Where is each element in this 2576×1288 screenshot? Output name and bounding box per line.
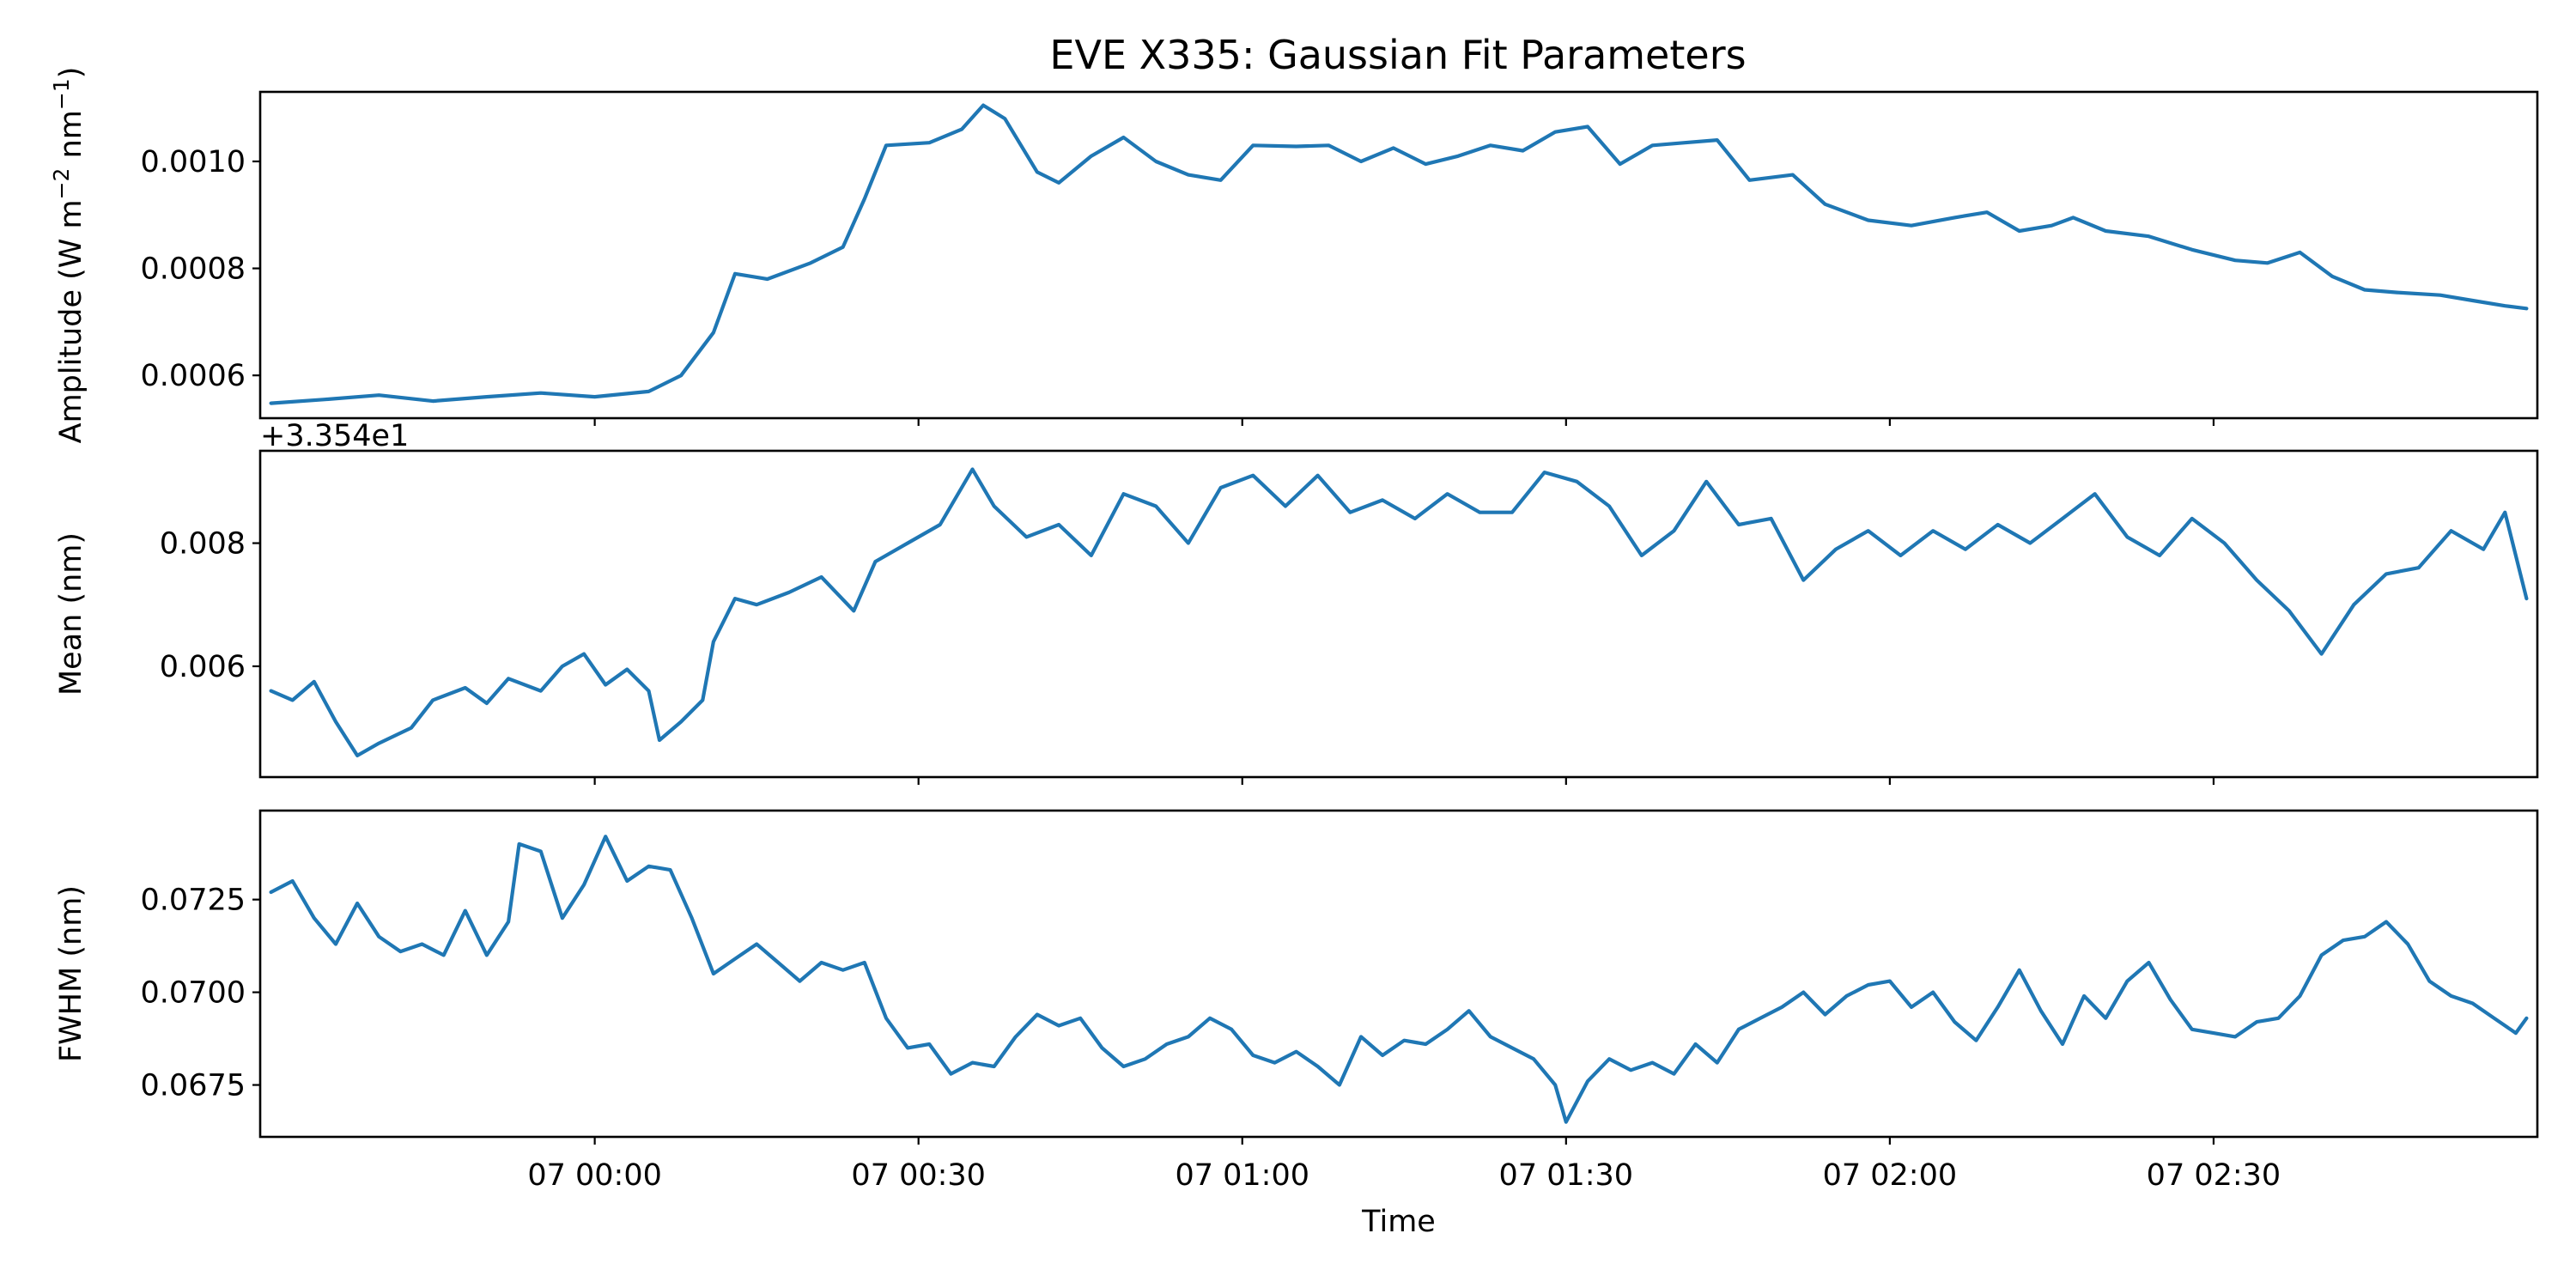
series-line — [269, 103, 2529, 405]
y-offset-text: +3.354e1 — [260, 419, 409, 453]
y-tick-label: 0.0006 — [141, 359, 246, 393]
x-tick-label: 07 00:00 — [527, 1158, 662, 1193]
series-line — [269, 835, 2529, 1124]
fwhm-panel: 0.0675 0.0700 0.0725 07 00:00 07 00:30 07 01:… — [54, 809, 2539, 1239]
x-tick-label: 07 02:30 — [2147, 1158, 2281, 1193]
y-axis-label: Mean (nm) — [54, 532, 88, 696]
plot-frame — [258, 809, 2539, 1139]
mean-panel: 0.006 0.008 Mean (nm) +3.354e1 — [54, 419, 2539, 785]
y-tick-label: 0.0725 — [141, 884, 246, 918]
y-tick-label: 0.0008 — [141, 252, 246, 287]
y-axis-label: FWHM (nm) — [54, 885, 88, 1062]
y-tick-label: 0.0675 — [141, 1069, 246, 1103]
x-tick-label: 07 00:30 — [851, 1158, 986, 1193]
amplitude-panel: 0.0006 0.0008 0.0010 Amplitude (W m−2 nm−1) — [49, 67, 2539, 444]
x-tick-label: 07 01:00 — [1175, 1158, 1309, 1193]
y-tick-label: 0.0700 — [141, 976, 246, 1011]
plot-frame — [258, 449, 2539, 779]
chart-title: EVE X335: Gaussian Fit Parameters — [1049, 32, 1746, 78]
x-tick-label: 07 01:30 — [1499, 1158, 1634, 1193]
y-tick-label: 0.006 — [160, 650, 246, 684]
y-axis-label: Amplitude (W m−2 nm−1) — [49, 67, 88, 444]
plot-frame — [258, 90, 2539, 420]
y-tick-label: 0.008 — [160, 527, 246, 562]
x-axis-label: Time — [1361, 1205, 1436, 1239]
y-tick-label: 0.0010 — [141, 145, 246, 179]
x-tick-label: 07 02:00 — [1823, 1158, 1958, 1193]
series-line — [269, 467, 2529, 757]
